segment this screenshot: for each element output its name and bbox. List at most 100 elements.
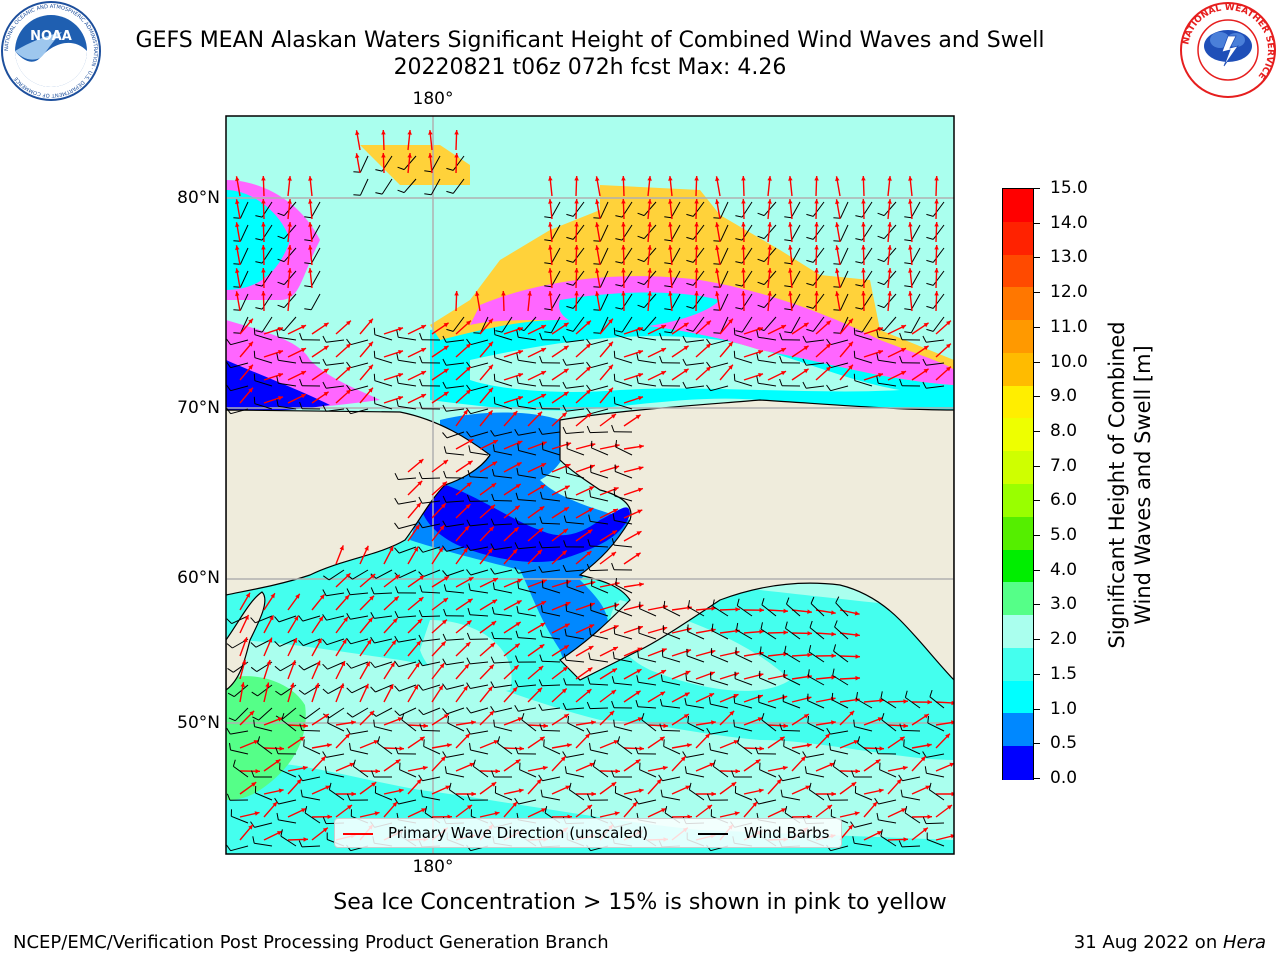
wind-barb-flag [611, 562, 615, 570]
wave-direction-arrowhead [946, 343, 951, 349]
wind-barb-flag [589, 742, 591, 751]
wind-barb-shaft [566, 497, 585, 502]
wave-direction-arrowhead [421, 348, 426, 353]
wind-barb-flag [466, 632, 471, 640]
wave-direction-arrowhead [248, 824, 253, 830]
wind-barb-flag [424, 193, 432, 196]
wind-barb-flag [255, 215, 263, 218]
wind-barb-flag [904, 262, 912, 265]
wave-direction-arrowhead [370, 574, 376, 579]
wind-barb-flag [514, 567, 519, 574]
wave-direction-arrowhead [715, 291, 720, 297]
wave-direction-arrowhead [826, 343, 831, 349]
wind-barb-shaft [599, 293, 609, 311]
wind-barb-shaft [589, 431, 609, 434]
wind-barb-shaft [782, 776, 801, 782]
wind-barb-shaft [812, 316, 825, 332]
wind-barb-shaft [566, 772, 585, 778]
wind-barb-flag [926, 305, 934, 309]
wind-barb-flag [492, 582, 495, 590]
wind-barb-flag [636, 330, 639, 338]
wave-direction-arrowhead [920, 756, 926, 762]
wind-barb-shaft [926, 339, 945, 343]
wave-direction-arrowhead [440, 756, 446, 762]
wind-barb-shaft [375, 684, 393, 693]
wind-barb-shaft [591, 447, 609, 456]
wave-direction-arrowhead [934, 291, 939, 296]
wave-direction-arrowhead [711, 791, 716, 797]
wave-direction-arrowhead [323, 322, 329, 328]
wave-direction-arrowhead [467, 598, 473, 604]
wave-direction-arrowhead [381, 153, 386, 158]
wind-barb-flag [322, 663, 328, 670]
wind-barb-flag [756, 376, 759, 384]
wind-barb-shaft [566, 448, 585, 456]
wave-direction-arrowhead [355, 130, 360, 136]
wind-barb-shaft [692, 293, 705, 309]
wind-barb-shaft [283, 316, 297, 331]
wave-direction-arrowhead [548, 222, 553, 227]
wind-barb-flag [491, 468, 495, 477]
wind-barb-flag [276, 353, 279, 361]
wave-direction-arrowhead [758, 788, 764, 793]
wind-barb-shaft [542, 587, 561, 594]
wind-barb-flag [566, 236, 574, 240]
wind-barb-shaft [399, 569, 417, 579]
wind-barb-shaft [518, 546, 537, 550]
wind-barb-flag [514, 797, 519, 805]
wind-barb-shaft [398, 359, 417, 364]
wave-direction-arrowhead [355, 153, 360, 159]
wave-direction-arrowhead [814, 245, 819, 250]
wind-barb-shaft [566, 408, 585, 412]
wind-barb-shaft [518, 612, 537, 617]
wave-direction-arrowhead [490, 504, 495, 510]
colorbar-segment [1003, 615, 1033, 649]
wave-direction-arrowhead [466, 620, 472, 625]
wave-direction-arrowhead [301, 394, 306, 399]
wave-direction-arrowhead [421, 808, 427, 813]
wave-direction-arrowhead [621, 176, 626, 181]
wind-barb-shaft [782, 796, 801, 801]
wave-direction-arrowhead [887, 199, 892, 204]
wave-direction-arrowhead [694, 199, 699, 204]
wave-direction-arrowhead [560, 756, 566, 762]
wind-barb-shaft [359, 155, 369, 173]
wave-direction-arrowhead [734, 811, 740, 816]
wind-barb-shaft [590, 408, 609, 415]
wind-barb-flag [736, 598, 740, 606]
wave-direction-arrowhead [608, 387, 613, 393]
wind-barb-flag [611, 676, 615, 684]
wave-direction-arrowhead [454, 130, 459, 135]
wind-barb-shaft [423, 569, 441, 578]
wave-direction-arrowhead [741, 222, 746, 227]
wind-barb-flag [928, 782, 932, 790]
wind-barb-flag [898, 840, 903, 848]
wave-direction-arrowhead [489, 664, 494, 670]
colorbar-tick-label: 7.0 [1050, 455, 1078, 476]
wave-direction-arrowhead [541, 808, 547, 813]
wave-direction-arrowhead [946, 366, 951, 372]
wind-barb-shaft [910, 316, 921, 333]
wind-barb-flag [443, 446, 447, 454]
colorbar-tick-label: 1.5 [1050, 663, 1078, 684]
wind-barb-shaft [910, 247, 921, 264]
wind-barb-flag [544, 239, 552, 242]
wind-barb-shaft [542, 611, 561, 617]
colorbar-segment [1003, 385, 1033, 420]
wave-direction-arrowhead [316, 660, 321, 666]
wind-barb-flag [420, 789, 423, 797]
wave-direction-arrowhead [347, 805, 352, 810]
wind-barb-shaft [452, 316, 465, 332]
wind-barb-flag [397, 166, 405, 171]
wind-barb-shaft [423, 707, 441, 716]
wave-direction-arrowhead [614, 811, 620, 816]
wind-barb-flag [491, 493, 495, 501]
wave-direction-arrowhead [301, 371, 306, 376]
wave-direction-arrowhead [317, 638, 322, 644]
wave-direction-arrowhead [709, 762, 715, 767]
wind-barb-flag [786, 597, 790, 605]
wave-direction-arrowhead [741, 199, 746, 204]
wind-barb-shaft [878, 359, 897, 364]
wave-direction-arrowhead [248, 364, 253, 370]
wind-barb-shaft [350, 362, 369, 369]
